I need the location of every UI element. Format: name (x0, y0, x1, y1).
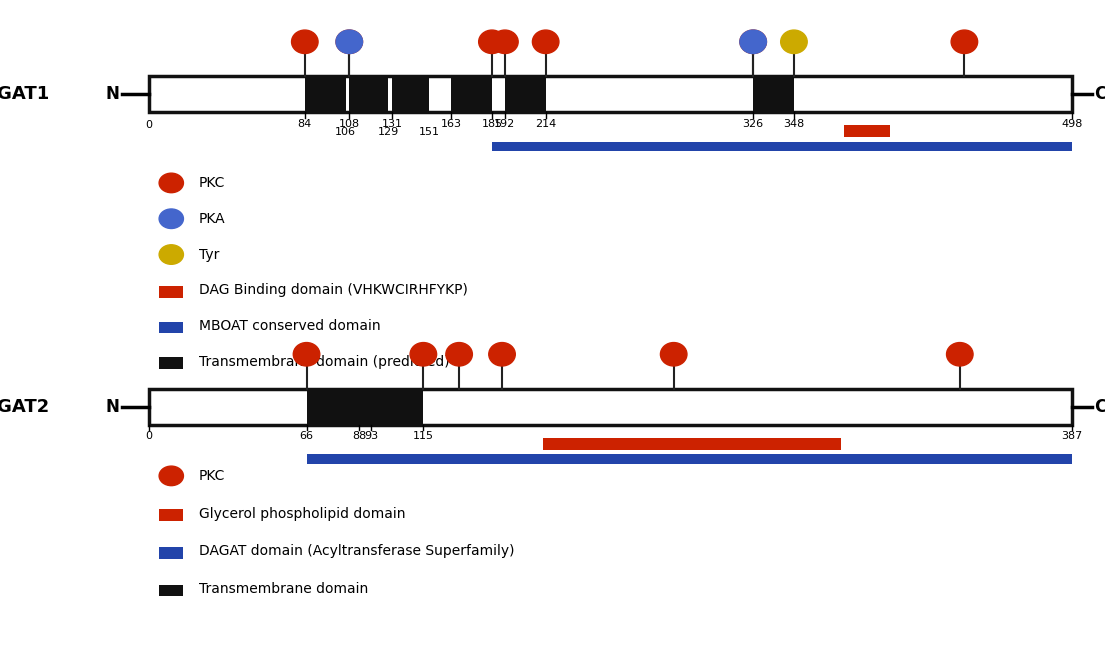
Bar (149, 389, 1072, 425)
Text: 498: 498 (1061, 118, 1083, 129)
Ellipse shape (293, 342, 319, 366)
Ellipse shape (780, 30, 807, 53)
Text: C: C (1094, 85, 1105, 104)
Text: 163: 163 (441, 118, 462, 129)
Text: 387: 387 (1061, 432, 1083, 441)
Text: PKA: PKA (199, 212, 225, 226)
Text: 88: 88 (351, 432, 366, 441)
Text: 93: 93 (364, 432, 378, 441)
Bar (492, 141, 1072, 151)
Bar (159, 547, 183, 559)
Bar (844, 126, 891, 137)
Text: Transmembrane domain: Transmembrane domain (199, 582, 368, 596)
Bar (306, 389, 359, 425)
Ellipse shape (159, 209, 183, 229)
Text: 0: 0 (146, 120, 152, 130)
Bar (149, 76, 1072, 112)
Text: 129: 129 (378, 126, 399, 137)
Ellipse shape (661, 342, 687, 366)
Bar (159, 322, 183, 333)
Text: 131: 131 (381, 118, 402, 129)
Bar (159, 585, 183, 596)
Bar (392, 76, 429, 112)
Text: DAG Binding domain (VHKWCIRHFYKP): DAG Binding domain (VHKWCIRHFYKP) (199, 283, 467, 298)
Text: 151: 151 (419, 126, 440, 137)
Text: 0: 0 (146, 432, 152, 441)
Ellipse shape (159, 245, 183, 264)
Text: DAGAT domain (Acyltransferase Superfamily): DAGAT domain (Acyltransferase Superfamil… (199, 544, 515, 559)
Text: 84: 84 (297, 118, 312, 129)
Ellipse shape (740, 30, 767, 53)
Text: 348: 348 (783, 118, 804, 129)
Text: 214: 214 (535, 118, 556, 129)
Bar (159, 357, 183, 369)
Ellipse shape (478, 30, 505, 53)
Ellipse shape (292, 30, 318, 53)
Text: PKC: PKC (199, 469, 225, 483)
Ellipse shape (492, 30, 518, 53)
Ellipse shape (740, 30, 767, 53)
Text: 108: 108 (339, 118, 360, 129)
Text: 115: 115 (413, 432, 434, 441)
Text: C: C (1094, 398, 1105, 416)
Bar (305, 76, 346, 112)
Ellipse shape (951, 30, 978, 53)
Bar (349, 76, 388, 112)
Text: MBOAT conserved domain: MBOAT conserved domain (199, 319, 380, 333)
Bar (451, 76, 492, 112)
Text: 66: 66 (299, 432, 314, 441)
Text: 192: 192 (494, 118, 516, 129)
Text: N: N (105, 85, 119, 104)
Ellipse shape (336, 30, 362, 53)
Text: DGAT2: DGAT2 (0, 398, 50, 416)
Bar (359, 389, 371, 425)
Text: 106: 106 (335, 126, 356, 137)
Ellipse shape (336, 30, 362, 53)
Bar (159, 286, 183, 298)
Text: 185: 185 (482, 118, 503, 129)
Text: 326: 326 (743, 118, 764, 129)
Text: PKC: PKC (199, 176, 225, 190)
Ellipse shape (159, 466, 183, 486)
Text: Transmembrane domain (predicted): Transmembrane domain (predicted) (199, 355, 450, 369)
Ellipse shape (533, 30, 559, 53)
Text: DGAT1: DGAT1 (0, 85, 50, 104)
Ellipse shape (159, 173, 183, 193)
Ellipse shape (488, 342, 515, 366)
Bar (159, 509, 183, 521)
Text: Tyr: Tyr (199, 247, 219, 262)
Ellipse shape (947, 342, 974, 366)
Bar (505, 76, 546, 112)
Bar (543, 437, 841, 449)
Text: Glycerol phospholipid domain: Glycerol phospholipid domain (199, 506, 406, 521)
Text: N: N (105, 398, 119, 416)
Bar (371, 389, 423, 425)
Bar (306, 454, 1072, 464)
Ellipse shape (410, 342, 436, 366)
Bar (754, 76, 793, 112)
Ellipse shape (445, 342, 472, 366)
